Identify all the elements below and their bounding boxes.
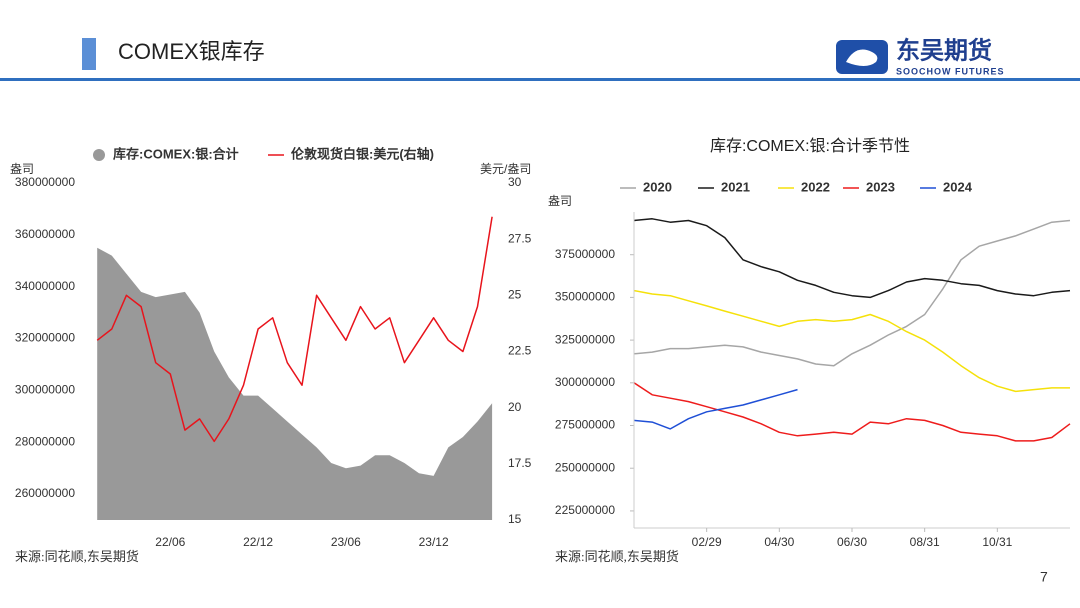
x-tick-label: 06/30	[837, 535, 867, 549]
x-tick-label: 02/29	[692, 535, 722, 549]
logo: 东吴期货 SOOCHOW FUTURES	[836, 36, 1005, 76]
y2-tick-label: 30	[508, 175, 522, 189]
legend-swatch	[93, 149, 105, 161]
y-tick-label: 325000000	[555, 332, 615, 346]
y-tick-label: 300000000	[555, 375, 615, 389]
logo-subtext: SOOCHOW FUTURES	[896, 66, 1005, 76]
y-tick-label: 280000000	[15, 434, 75, 448]
x-tick-label: 23/06	[331, 535, 361, 549]
y-tick-label: 360000000	[15, 227, 75, 241]
y2-axis-label: 美元/盎司	[480, 162, 531, 176]
x-tick-label: 22/06	[155, 535, 185, 549]
x-tick-label: 22/12	[243, 535, 273, 549]
line	[633, 388, 798, 430]
legend-label: 2022	[801, 179, 830, 194]
y2-tick-label: 15	[508, 512, 522, 526]
legend-label: 2023	[866, 179, 895, 194]
y-tick-label: 380000000	[15, 175, 75, 189]
line	[633, 219, 1071, 367]
y-tick-label: 340000000	[15, 279, 75, 293]
line	[96, 216, 493, 443]
title-bar	[82, 38, 96, 70]
y2-tick-label: 22.5	[508, 344, 532, 358]
y2-tick-label: 20	[508, 400, 522, 414]
source-note: 来源:同花顺,东吴期货	[15, 549, 139, 564]
line	[633, 218, 1071, 299]
source-note: 来源:同花顺,东吴期货	[555, 549, 679, 564]
y-tick-label: 275000000	[555, 418, 615, 432]
legend-label: 2021	[721, 179, 750, 194]
line	[633, 382, 1071, 442]
x-tick-label: 10/31	[982, 535, 1012, 549]
legend-label: 2020	[643, 179, 672, 194]
line	[633, 289, 1070, 393]
y-tick-label: 300000000	[15, 383, 75, 397]
logo-text: 东吴期货	[896, 36, 992, 64]
logo-mark	[846, 49, 878, 66]
y2-tick-label: 27.5	[508, 231, 532, 245]
x-tick-label: 08/31	[910, 535, 940, 549]
legend-label: 2024	[943, 179, 973, 194]
y-tick-label: 320000000	[15, 331, 75, 345]
slide-title: COMEX银库存	[118, 39, 265, 64]
y-tick-label: 250000000	[555, 460, 615, 474]
y-axis-label: 盎司	[548, 194, 572, 208]
legend-label: 伦敦现货白银:美元(右轴)	[291, 146, 434, 161]
x-tick-label: 23/12	[419, 535, 449, 549]
legend-label: 库存:COMEX:银:合计	[113, 146, 239, 161]
y2-tick-label: 25	[508, 288, 522, 302]
x-tick-label: 04/30	[764, 535, 794, 549]
y-tick-label: 225000000	[555, 503, 615, 517]
y-tick-label: 260000000	[15, 486, 75, 500]
y-tick-label: 350000000	[555, 290, 615, 304]
y-tick-label: 375000000	[555, 247, 615, 261]
y2-tick-label: 17.5	[508, 456, 532, 470]
page-number: 7	[1040, 569, 1048, 585]
chart-title: 库存:COMEX:银:合计季节性	[710, 137, 910, 155]
header-rule	[0, 78, 1080, 81]
y-axis-label: 盎司	[10, 162, 34, 176]
area	[97, 247, 493, 521]
